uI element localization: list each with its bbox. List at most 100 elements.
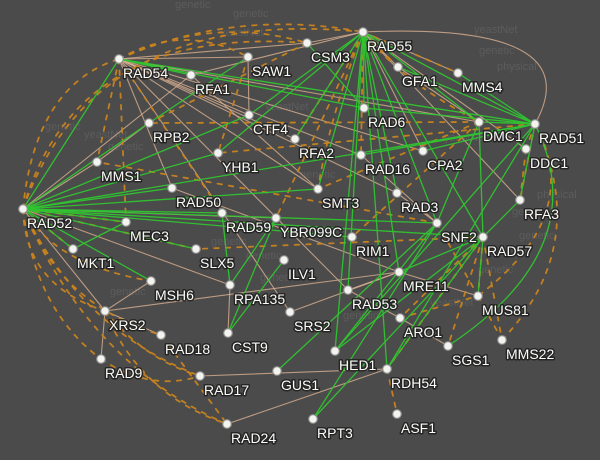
node-label-MMS22: MMS22 bbox=[506, 346, 554, 362]
edge-RAD52-XRS2 bbox=[22, 208, 106, 312]
node-CST9[interactable] bbox=[223, 328, 233, 338]
node-MUS81[interactable] bbox=[473, 291, 483, 301]
node-SMT3[interactable] bbox=[313, 184, 323, 194]
edge-SAW1-RPB2 bbox=[148, 56, 249, 124]
edge-ARO1-SGS1 bbox=[399, 317, 449, 347]
node-label-RFA2: RFA2 bbox=[299, 145, 334, 161]
node-SNF2[interactable] bbox=[432, 218, 442, 228]
edge-CSM3-RAD6 bbox=[306, 42, 365, 109]
node-label-RAD51: RAD51 bbox=[539, 130, 584, 146]
node-label-DDC1: DDC1 bbox=[530, 155, 568, 171]
node-RAD18[interactable] bbox=[156, 330, 166, 340]
label-layer: RAD54 SAW1 CSM3 RAD55 GFA1 MMS4 RFA1 RAD6 DMC1 RA… bbox=[26, 37, 586, 448]
node-CSM3[interactable] bbox=[302, 38, 312, 48]
node-ASF1[interactable] bbox=[392, 409, 402, 419]
node-RPA135[interactable] bbox=[225, 280, 235, 290]
edge-RAD55-SMT3 bbox=[317, 31, 364, 190]
node-RIM1[interactable] bbox=[347, 232, 357, 242]
node-MMS22[interactable] bbox=[497, 335, 507, 345]
edge-RFA1-SMT3 bbox=[190, 74, 319, 190]
node-MKT1[interactable] bbox=[68, 244, 78, 254]
edge-RAD52-RAD55 bbox=[22, 28, 364, 210]
edge-RAD55-RAD3 bbox=[362, 31, 398, 194]
node-DDC1[interactable] bbox=[521, 144, 531, 154]
node-RDH54[interactable] bbox=[382, 364, 392, 374]
node-RAD53[interactable] bbox=[343, 285, 353, 295]
edge-RAD57-MRE11 bbox=[398, 236, 484, 273]
node-XRS2[interactable] bbox=[100, 306, 110, 316]
watermark-text: genetic bbox=[175, 0, 211, 11]
node-label-XRS2: XRS2 bbox=[109, 317, 146, 333]
edge-RAD54-RFA2 bbox=[118, 58, 296, 140]
node-RFA3[interactable] bbox=[515, 195, 525, 205]
node-label-RAD9: RAD9 bbox=[105, 365, 143, 381]
node-RAD59[interactable] bbox=[217, 208, 227, 218]
edge-RAD55-RAD57 bbox=[362, 31, 484, 238]
node-RAD51[interactable] bbox=[530, 119, 540, 129]
node-MEC3[interactable] bbox=[121, 217, 131, 227]
node-SRS2[interactable] bbox=[285, 307, 295, 317]
node-MSH6[interactable] bbox=[146, 276, 156, 286]
edge-MRE11-RAD50 bbox=[171, 187, 400, 273]
node-DMC1[interactable] bbox=[474, 117, 484, 127]
edge-RAD52-XRS2 bbox=[22, 208, 106, 312]
watermark-text: physical bbox=[537, 189, 577, 201]
edge-HED1-SNF2 bbox=[334, 222, 438, 352]
node-RAD24[interactable] bbox=[222, 419, 232, 429]
node-label-CPA2: CPA2 bbox=[427, 157, 463, 173]
edge-ARO1-MUS81 bbox=[399, 295, 479, 319]
edge-RAD54-SAW1 bbox=[118, 56, 249, 60]
node-RAD3[interactable] bbox=[392, 188, 402, 198]
node-RAD57[interactable] bbox=[478, 232, 488, 242]
edge-RAD51-MMS4 bbox=[457, 72, 536, 125]
edge-RAD52-SMT3 bbox=[22, 188, 319, 210]
node-YBR099C[interactable] bbox=[271, 213, 281, 223]
node-RAD17[interactable] bbox=[195, 371, 205, 381]
node-SAW1[interactable] bbox=[243, 52, 253, 62]
node-label-ASF1: ASF1 bbox=[401, 420, 436, 436]
node-GFA1[interactable] bbox=[393, 62, 403, 72]
node-ILV1[interactable] bbox=[279, 255, 289, 265]
node-RAD16[interactable] bbox=[356, 150, 366, 160]
node-RAD50[interactable] bbox=[167, 183, 177, 193]
node-RAD55[interactable] bbox=[358, 27, 368, 37]
node-RAD9[interactable] bbox=[96, 354, 106, 364]
node-RPT3[interactable] bbox=[308, 414, 318, 424]
edge-SAW1-YHB1 bbox=[217, 56, 249, 154]
node-label-HED1: HED1 bbox=[339, 357, 377, 373]
node-label-YBR099C: YBR099C bbox=[280, 224, 342, 240]
node-RFA2[interactable] bbox=[290, 134, 300, 144]
edge-RAD17-RDH54 bbox=[199, 368, 388, 377]
node-YHB1[interactable] bbox=[213, 148, 223, 158]
node-RAD52[interactable] bbox=[18, 204, 28, 214]
node-RFA1[interactable] bbox=[186, 70, 196, 80]
node-CTF4[interactable] bbox=[244, 110, 254, 120]
node-MMS4[interactable] bbox=[453, 68, 463, 78]
node-label-GFA1: GFA1 bbox=[402, 73, 438, 89]
node-CPA2[interactable] bbox=[418, 146, 428, 156]
edge-RAD54-RAD6 bbox=[118, 58, 365, 109]
edge-RDH54-ASF1 bbox=[386, 368, 398, 415]
edge-RAD54-SMT3 bbox=[118, 58, 319, 190]
edge-RAD55-HED1 bbox=[334, 31, 364, 352]
node-SLX5[interactable] bbox=[191, 244, 201, 254]
node-MMS1[interactable] bbox=[92, 157, 102, 167]
node-label-SAW1: SAW1 bbox=[252, 63, 291, 79]
node-MRE11[interactable] bbox=[394, 267, 404, 277]
edge-RAD51-MMS22 bbox=[501, 123, 558, 341]
node-label-RFA3: RFA3 bbox=[524, 206, 559, 222]
watermark-text: genetic bbox=[479, 45, 515, 57]
node-SGS1[interactable] bbox=[443, 341, 453, 351]
edge-RAD51-RAD16 bbox=[360, 123, 536, 156]
node-RPB2[interactable] bbox=[144, 118, 154, 128]
edge-RAD52-SNF2 bbox=[22, 208, 438, 224]
node-HED1[interactable] bbox=[330, 346, 340, 356]
node-ARO1[interactable] bbox=[395, 313, 405, 323]
node-RAD6[interactable] bbox=[359, 103, 369, 113]
node-RAD54[interactable] bbox=[114, 54, 124, 64]
node-GUS1[interactable] bbox=[272, 366, 282, 376]
edge-RAD57-SLX5 bbox=[195, 236, 484, 250]
edge-RPA135-RAD59 bbox=[221, 212, 231, 286]
edge-MKT1-MEC3 bbox=[72, 221, 127, 250]
edge-RAD55-RFA2 bbox=[294, 31, 364, 140]
